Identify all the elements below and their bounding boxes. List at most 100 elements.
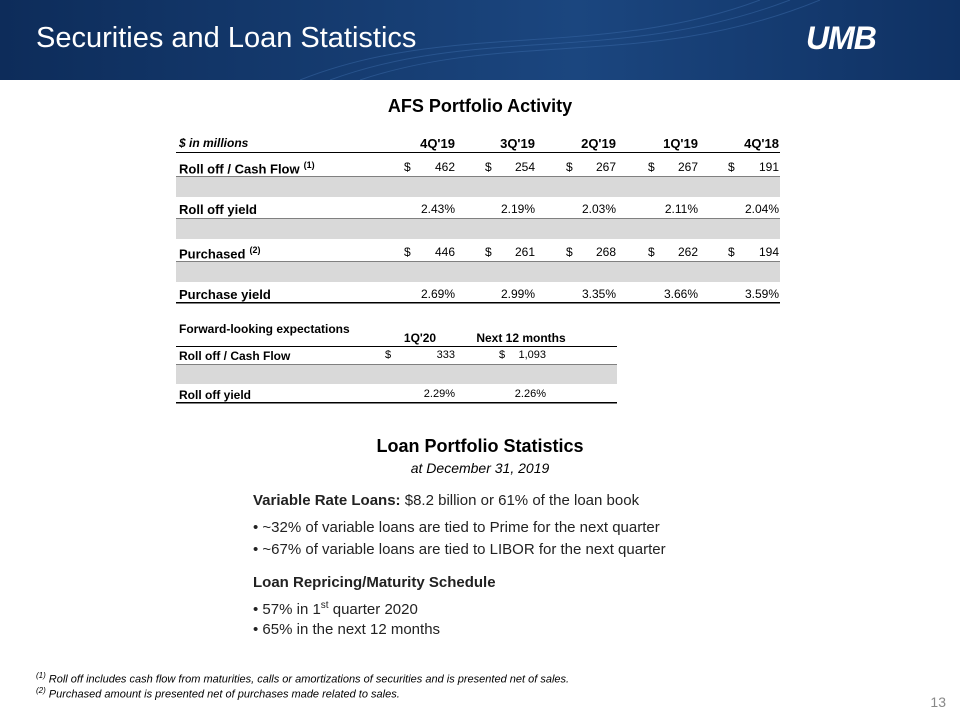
currency: $ xyxy=(728,160,735,174)
currency: $ xyxy=(485,160,492,174)
row-label-text: Roll off / Cash Flow xyxy=(179,161,300,177)
unit-label: $ in millions xyxy=(179,136,249,150)
rule xyxy=(176,302,780,303)
bullet-text: ~67% of variable loans are tied to LIBOR… xyxy=(262,541,666,558)
row-label: Roll off / Cash Flow xyxy=(179,349,291,363)
footnote-mark: (2) xyxy=(36,686,46,695)
cell: 3.35% xyxy=(581,287,616,301)
footnote-ref: (2) xyxy=(249,245,261,255)
footnote: (2) Purchased amount is presented net of … xyxy=(36,686,400,701)
subheading: Loan Repricing/Maturity Schedule xyxy=(253,574,496,591)
currency: $ xyxy=(566,160,573,174)
rule xyxy=(176,218,780,219)
cell: 3.66% xyxy=(663,287,698,301)
cell: 2.99% xyxy=(500,287,535,301)
bullet: • ~67% of variable loans are tied to LIB… xyxy=(253,541,666,558)
cell: 2.26% xyxy=(514,388,546,400)
cell: 2.29% xyxy=(423,388,455,400)
currency: $ xyxy=(499,349,506,361)
rule xyxy=(176,261,780,262)
paragraph: Variable Rate Loans: $8.2 billion or 61%… xyxy=(253,492,639,509)
rule xyxy=(176,303,780,304)
rule xyxy=(176,364,617,365)
text: $8.2 billion or 61% of the loan book xyxy=(404,492,640,509)
footnote-text: Purchased amount is presented net of pur… xyxy=(48,688,400,701)
cell: 267 xyxy=(595,160,616,174)
row-label-text: Purchased xyxy=(179,246,246,262)
section-subtitle: at December 31, 2019 xyxy=(410,460,550,476)
currency: $ xyxy=(728,245,735,259)
row-label: Purchase yield xyxy=(179,287,271,302)
cell: 1,093 xyxy=(518,349,546,361)
currency: $ xyxy=(485,245,492,259)
cell: 2.04% xyxy=(744,202,779,216)
footnote-text: Roll off includes cash flow from maturit… xyxy=(48,673,570,686)
column-header: 1Q'20 xyxy=(403,331,437,345)
cell: 268 xyxy=(595,245,616,259)
currency: $ xyxy=(385,349,392,361)
bullet-text: 57% in 1 xyxy=(262,601,321,618)
currency: $ xyxy=(648,160,655,174)
section-title: Loan Portfolio Statistics xyxy=(376,436,584,456)
rule xyxy=(176,402,617,403)
column-header: 2Q'19 xyxy=(581,136,616,151)
header-banner: Securities and Loan Statistics UMB xyxy=(0,0,960,80)
cell: 333 xyxy=(436,349,455,361)
row-label-text: Purchase yield xyxy=(179,287,271,302)
cell: 462 xyxy=(434,160,455,174)
cell: 254 xyxy=(514,160,535,174)
rule xyxy=(176,403,617,404)
footnote-mark: (1) xyxy=(36,671,46,680)
cell: 2.03% xyxy=(581,202,616,216)
cell: 2.69% xyxy=(420,287,455,301)
currency: $ xyxy=(404,245,411,259)
cell: 446 xyxy=(434,245,455,259)
column-header: 4Q'19 xyxy=(420,136,455,151)
row-label-text: Roll off yield xyxy=(179,202,257,217)
bullet: • ~32% of variable loans are tied to Pri… xyxy=(253,519,660,536)
slide-title: Securities and Loan Statistics xyxy=(36,22,417,54)
table-subtitle: Forward-looking expectations xyxy=(179,322,350,336)
bullet-text: quarter 2020 xyxy=(328,601,418,618)
column-header: 4Q'18 xyxy=(744,136,779,151)
label: Variable Rate Loans: xyxy=(253,492,401,509)
rule xyxy=(176,346,617,347)
cell: 261 xyxy=(514,245,535,259)
column-header: 1Q'19 xyxy=(663,136,698,151)
cell: 2.11% xyxy=(664,202,698,216)
wave-pattern xyxy=(299,0,821,80)
shade-row xyxy=(176,262,780,282)
bullet: • 65% in the next 12 months xyxy=(253,621,441,638)
bullet-text: 65% in the next 12 months xyxy=(262,621,441,638)
rule xyxy=(176,152,780,153)
table-title: AFS Portfolio Activity xyxy=(387,96,573,116)
column-header: Next 12 months xyxy=(476,331,566,345)
shade-row xyxy=(176,365,617,384)
row-label: Roll off / Cash Flow (1) xyxy=(179,160,315,176)
currency: $ xyxy=(566,245,573,259)
cell: 2.19% xyxy=(500,202,535,216)
rule xyxy=(176,176,780,177)
page-number: 13 xyxy=(930,694,946,710)
bullet-text: ~32% of variable loans are tied to Prime… xyxy=(262,519,660,536)
cell: 267 xyxy=(677,160,698,174)
cell: 262 xyxy=(677,245,698,259)
row-label: Roll off yield xyxy=(179,388,251,402)
superscript: st xyxy=(320,600,329,611)
row-label: Purchased (2) xyxy=(179,245,260,261)
footnote: (1) Roll off includes cash flow from matu… xyxy=(36,671,569,686)
shade-row xyxy=(176,177,780,197)
shade-row xyxy=(176,219,780,239)
cell: 3.59% xyxy=(744,287,779,301)
footnote-ref: (1) xyxy=(303,160,315,170)
cell: 191 xyxy=(758,160,779,174)
column-header: 3Q'19 xyxy=(500,136,535,151)
currency: $ xyxy=(648,245,655,259)
bullet: • 57% in 1st quarter 2020 xyxy=(253,600,418,618)
logo: UMB xyxy=(806,20,877,56)
currency: $ xyxy=(404,160,411,174)
row-label: Roll off yield xyxy=(179,202,257,217)
cell: 2.43% xyxy=(420,202,455,216)
cell: 194 xyxy=(758,245,779,259)
